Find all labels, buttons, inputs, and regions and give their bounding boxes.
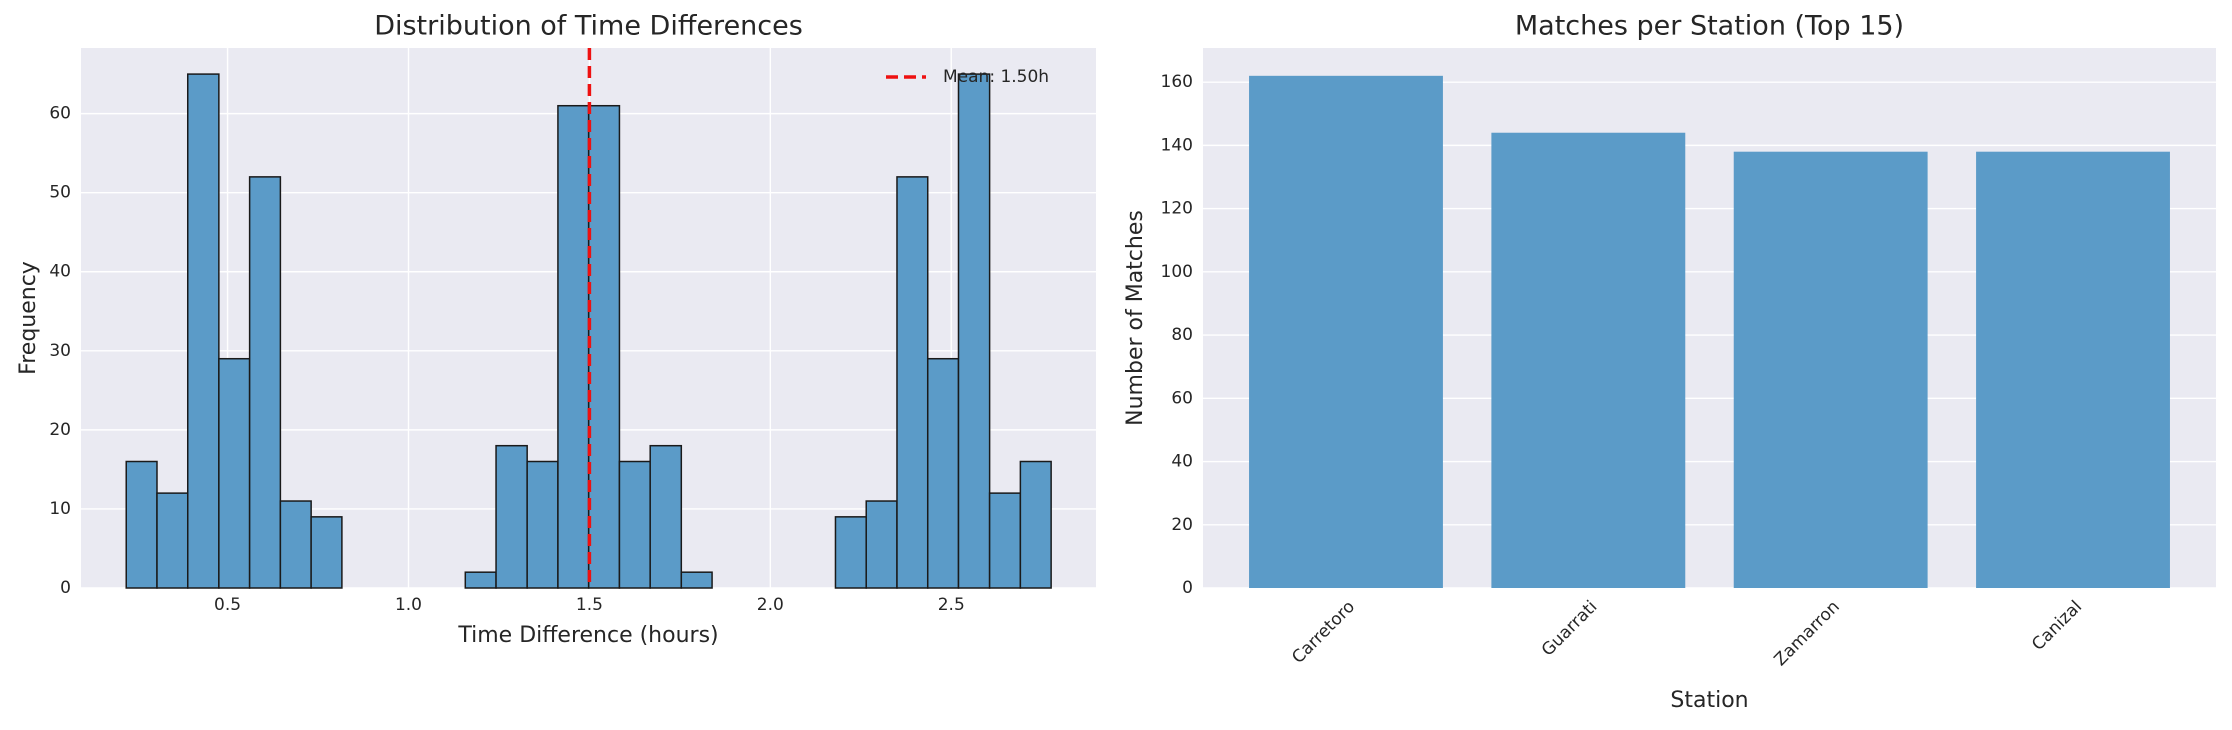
histogram-bar [834, 516, 867, 589]
histogram-bar [218, 357, 251, 589]
y-tick-label: 0 [60, 578, 71, 598]
y-tick-label: 10 [49, 499, 71, 519]
histogram-bar [680, 571, 713, 589]
legend-label: Mean: 1.50h [943, 67, 1049, 87]
y-tick-label: 20 [49, 420, 71, 440]
y-tick-label: 160 [1161, 72, 1193, 92]
histogram-bar [618, 460, 651, 589]
histogram-bar [957, 73, 991, 589]
histogram-bar [557, 104, 590, 589]
histogram-bar [587, 104, 621, 589]
histogram-bar [248, 176, 282, 589]
x-tick-label: 1.5 [576, 595, 603, 615]
histogram-bar [464, 571, 497, 589]
histogram-bar [279, 500, 312, 589]
x-tick-label: Guarrati [1538, 597, 1602, 661]
x-tick-label: 2.0 [757, 595, 784, 615]
histogram-bar [988, 492, 1022, 589]
y-tick-label: 60 [49, 104, 71, 124]
bar [1249, 75, 1443, 588]
y-tick-label: 50 [49, 183, 71, 203]
y-tick-label: 120 [1161, 199, 1193, 219]
y-tick-label: 60 [1171, 388, 1193, 408]
x-tick-label: 1.0 [395, 595, 422, 615]
chart-title: Matches per Station (Top 15) [1515, 11, 1904, 42]
x-tick-label: Canizal [2028, 597, 2086, 655]
y-tick-label: 80 [1171, 325, 1193, 345]
y-tick-label: 30 [49, 341, 71, 361]
histogram-bar [896, 176, 929, 589]
histogram-bar [186, 73, 220, 589]
x-tick-label: Carretoro [1288, 597, 1359, 668]
histogram-bar [310, 516, 343, 589]
histogram-bar [865, 500, 898, 589]
y-tick-label: 100 [1161, 262, 1193, 282]
histogram-bar [649, 444, 683, 589]
y-tick-label: 20 [1171, 515, 1193, 535]
x-axis-label: Station [1670, 688, 1748, 713]
histogram-bar [495, 444, 528, 589]
y-tick-label: 0 [1182, 578, 1193, 598]
histogram-bar [125, 460, 158, 589]
bar [1976, 151, 2170, 588]
x-tick-label: 0.5 [214, 595, 241, 615]
histogram-bar [526, 460, 559, 589]
x-tick-label: Zamarron [1771, 597, 1844, 670]
histogram-bar [1019, 460, 1052, 589]
x-axis-label: Time Difference (hours) [457, 623, 718, 648]
chart-title: Distribution of Time Differences [374, 11, 803, 42]
bar [1491, 132, 1686, 588]
y-tick-label: 140 [1161, 135, 1193, 155]
y-tick-label: 40 [49, 262, 71, 282]
x-tick-label: 2.5 [938, 595, 965, 615]
bar [1733, 151, 1928, 588]
histogram-bar [156, 492, 189, 589]
y-axis-label: Frequency [16, 261, 41, 375]
y-tick-label: 40 [1171, 452, 1193, 472]
histogram-bar [926, 357, 960, 589]
y-axis-label: Number of Matches [1123, 210, 1148, 426]
